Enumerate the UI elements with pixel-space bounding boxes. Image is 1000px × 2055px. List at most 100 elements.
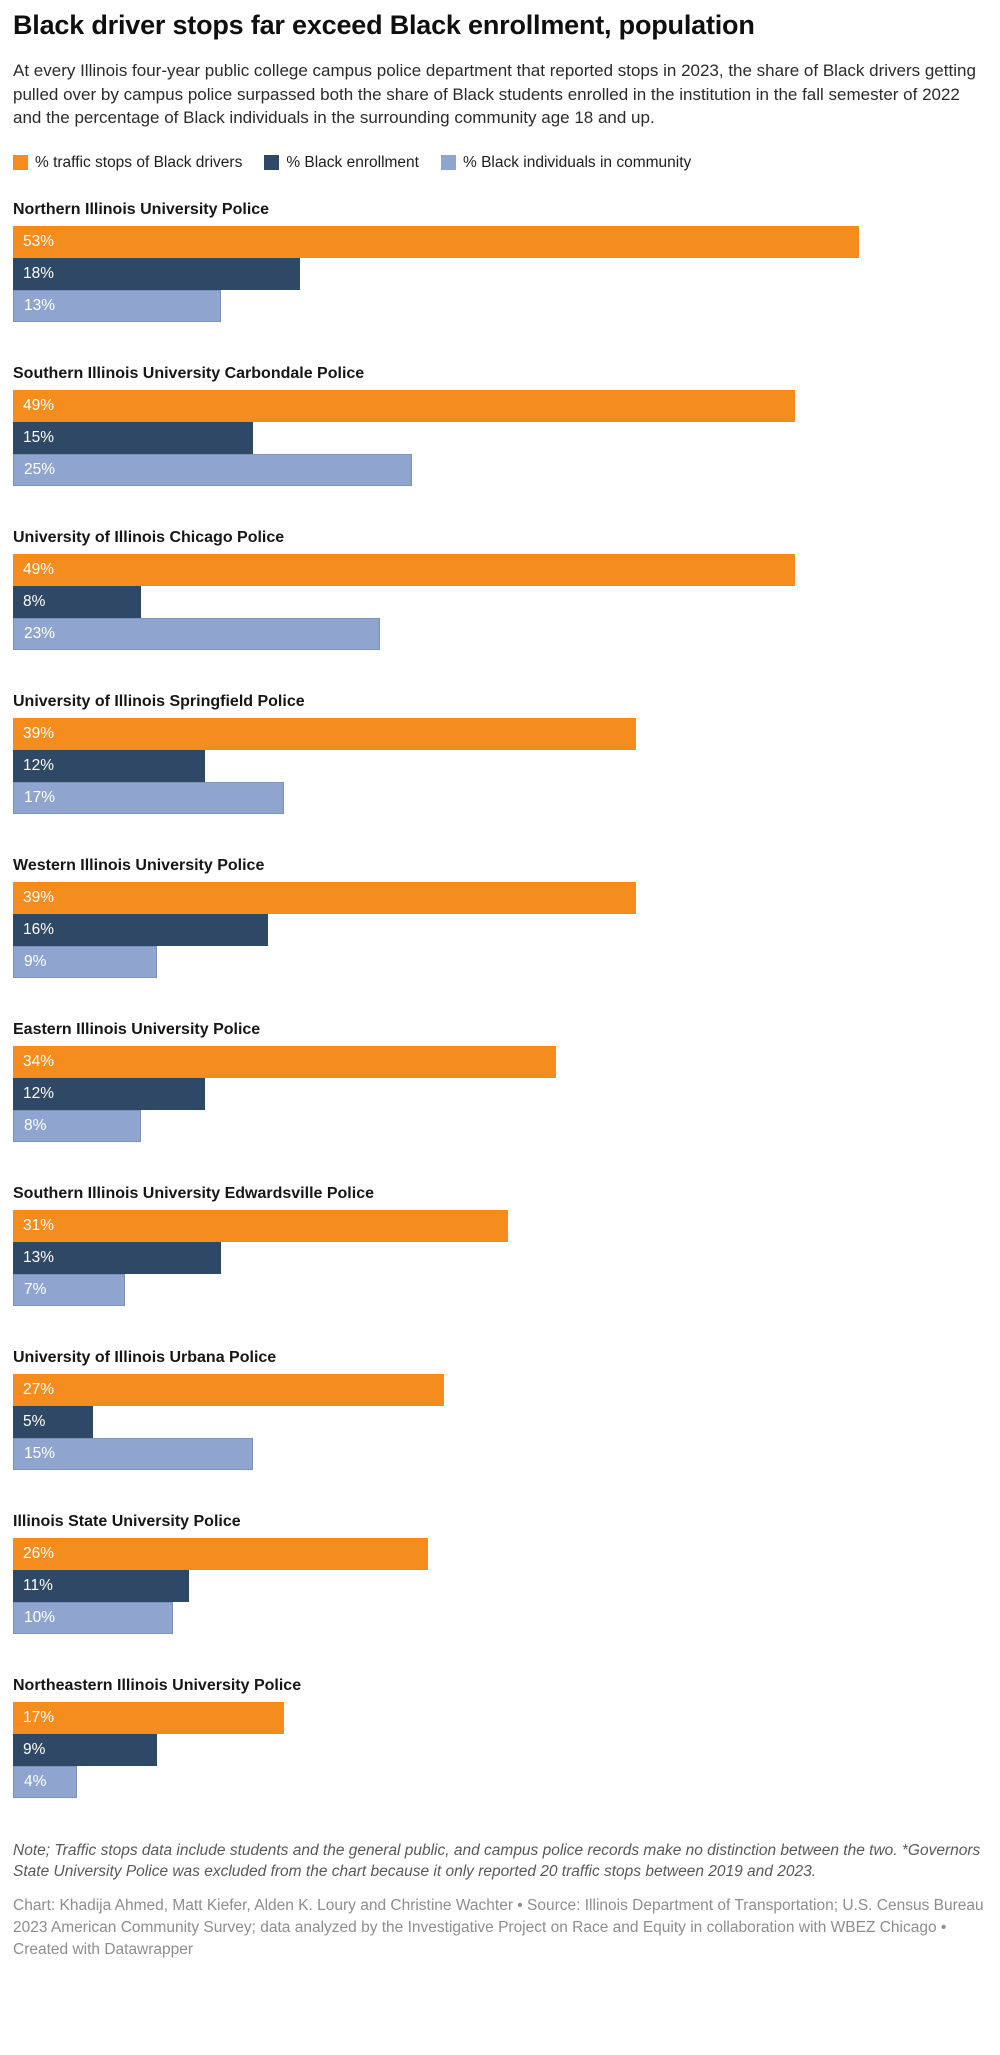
group-label: Northern Illinois University Police	[13, 200, 270, 218]
bar-value-label: 39%	[23, 888, 55, 906]
bar-group: University of Illinois Chicago Police 49…	[13, 528, 987, 650]
bar-value-label: 31%	[23, 1216, 55, 1234]
bar-value-label: 9%	[23, 1740, 46, 1758]
bar-value-label: 13%	[23, 1248, 55, 1266]
group-bars: 49% 15% 25%	[13, 389, 987, 486]
bar-value-label: 39%	[23, 724, 55, 742]
bar-community: 13%	[13, 289, 221, 322]
bar-group: University of Illinois Springfield Polic…	[13, 692, 987, 814]
bar-traffic-stops: 26%	[13, 1537, 429, 1570]
bar-community: 7%	[13, 1273, 125, 1306]
chart-note: Note; Traffic stops data include student…	[13, 1841, 981, 1881]
bar-enrollment: 9%	[13, 1733, 157, 1766]
bar-enrollment: 5%	[13, 1405, 93, 1438]
bar-value-label: 10%	[24, 1608, 56, 1626]
legend: % traffic stops of Black drivers % Black …	[13, 154, 987, 172]
bar-enrollment: 8%	[13, 585, 141, 618]
bar-value-label: 17%	[23, 1708, 55, 1726]
legend-swatch-icon	[440, 155, 456, 171]
bar-value-label: 4%	[24, 1772, 47, 1790]
bar-community: 25%	[13, 453, 413, 486]
bar-group: Northeastern Illinois University Police …	[13, 1676, 987, 1798]
bar-traffic-stops: 34%	[13, 1045, 556, 1078]
bar-enrollment: 11%	[13, 1569, 189, 1602]
bar-group: Southern Illinois University Carbondale …	[13, 364, 987, 486]
bar-group: Northern Illinois University Police 53% 1…	[13, 200, 987, 322]
group-label: Eastern Illinois University Police	[13, 1020, 261, 1038]
bar-value-label: 13%	[24, 296, 56, 314]
group-label: Northeastern Illinois University Police	[13, 1676, 302, 1694]
group-label: Southern Illinois University Carbondale …	[13, 364, 365, 382]
bar-value-label: 18%	[23, 264, 55, 282]
legend-item-community: % Black individuals in community	[440, 153, 692, 172]
bar-enrollment: 12%	[13, 749, 205, 782]
legend-swatch-icon	[13, 155, 28, 171]
bar-group: Southern Illinois University Edwardsvill…	[13, 1184, 987, 1306]
group-label: Southern Illinois University Edwardsvill…	[13, 1184, 374, 1202]
bar-value-label: 26%	[23, 1544, 55, 1562]
bar-community: 17%	[13, 781, 285, 814]
bar-community: 4%	[13, 1765, 77, 1798]
bar-value-label: 23%	[24, 624, 56, 642]
chart: Northern Illinois University Police 53% 1…	[13, 200, 987, 1798]
group-bars: 26% 11% 10%	[13, 1537, 987, 1634]
bar-value-label: 9%	[24, 952, 47, 970]
bar-traffic-stops: 17%	[13, 1701, 285, 1734]
group-bars: 39% 12% 17%	[13, 717, 987, 814]
bar-enrollment: 15%	[13, 421, 253, 454]
bar-value-label: 12%	[23, 1084, 55, 1102]
legend-swatch-icon	[264, 155, 280, 171]
bar-value-label: 12%	[23, 756, 55, 774]
bar-traffic-stops: 39%	[13, 717, 636, 750]
bar-community: 10%	[13, 1601, 173, 1634]
chart-description: At every Illinois four-year public colle…	[13, 61, 976, 128]
group-bars: 53% 18% 13%	[13, 225, 987, 322]
bar-traffic-stops: 39%	[13, 881, 636, 914]
bar-group: Illinois State University Police 26% 11% 1…	[13, 1512, 987, 1634]
bar-value-label: 8%	[23, 592, 46, 610]
group-label: University of Illinois Chicago Police	[13, 528, 285, 546]
bar-enrollment: 12%	[13, 1077, 205, 1110]
bar-enrollment: 18%	[13, 257, 301, 290]
bar-traffic-stops: 49%	[13, 553, 796, 586]
bar-value-label: 11%	[23, 1576, 53, 1594]
bar-value-label: 17%	[24, 788, 56, 806]
bar-community: 9%	[13, 945, 157, 978]
legend-label: % Black individuals in community	[462, 153, 692, 171]
bar-group: Eastern Illinois University Police 34% 12…	[13, 1020, 987, 1142]
bar-value-label: 7%	[24, 1280, 47, 1298]
group-label: Western Illinois University Police	[13, 856, 265, 874]
group-bars: 17% 9% 4%	[13, 1701, 987, 1798]
group-bars: 34% 12% 8%	[13, 1045, 987, 1142]
bar-value-label: 49%	[23, 560, 55, 578]
bar-value-label: 34%	[23, 1052, 55, 1070]
group-bars: 39% 16% 9%	[13, 881, 987, 978]
bar-value-label: 49%	[23, 396, 55, 414]
bar-traffic-stops: 27%	[13, 1373, 445, 1406]
bar-community: 15%	[13, 1437, 253, 1470]
bar-group: University of Illinois Urbana Police 27%…	[13, 1348, 987, 1470]
group-label: University of Illinois Urbana Police	[13, 1348, 277, 1366]
bar-value-label: 15%	[24, 1444, 56, 1462]
group-bars: 49% 8% 23%	[13, 553, 987, 650]
bar-value-label: 5%	[23, 1412, 46, 1430]
legend-item-enrollment: % Black enrollment	[264, 154, 419, 172]
group-label: University of Illinois Springfield Polic…	[13, 692, 305, 710]
bar-enrollment: 16%	[13, 913, 269, 946]
bar-value-label: 25%	[24, 460, 56, 478]
bar-value-label: 8%	[24, 1116, 47, 1134]
bar-traffic-stops: 49%	[13, 389, 796, 422]
group-bars: 31% 13% 7%	[13, 1209, 987, 1306]
bar-value-label: 53%	[23, 232, 55, 250]
bar-enrollment: 13%	[13, 1241, 221, 1274]
legend-label: % Black enrollment	[286, 153, 419, 171]
bar-traffic-stops: 53%	[13, 225, 860, 258]
legend-item-traffic-stops: % traffic stops of Black drivers	[13, 154, 242, 172]
group-label: Illinois State University Police	[13, 1512, 241, 1530]
chart-credits: Chart: Khadija Ahmed, Matt Kiefer, Alden…	[13, 1896, 984, 1958]
bar-community: 23%	[13, 617, 381, 650]
legend-label: % traffic stops of Black drivers	[35, 153, 243, 171]
bar-traffic-stops: 31%	[13, 1209, 508, 1242]
bar-value-label: 16%	[23, 920, 55, 938]
